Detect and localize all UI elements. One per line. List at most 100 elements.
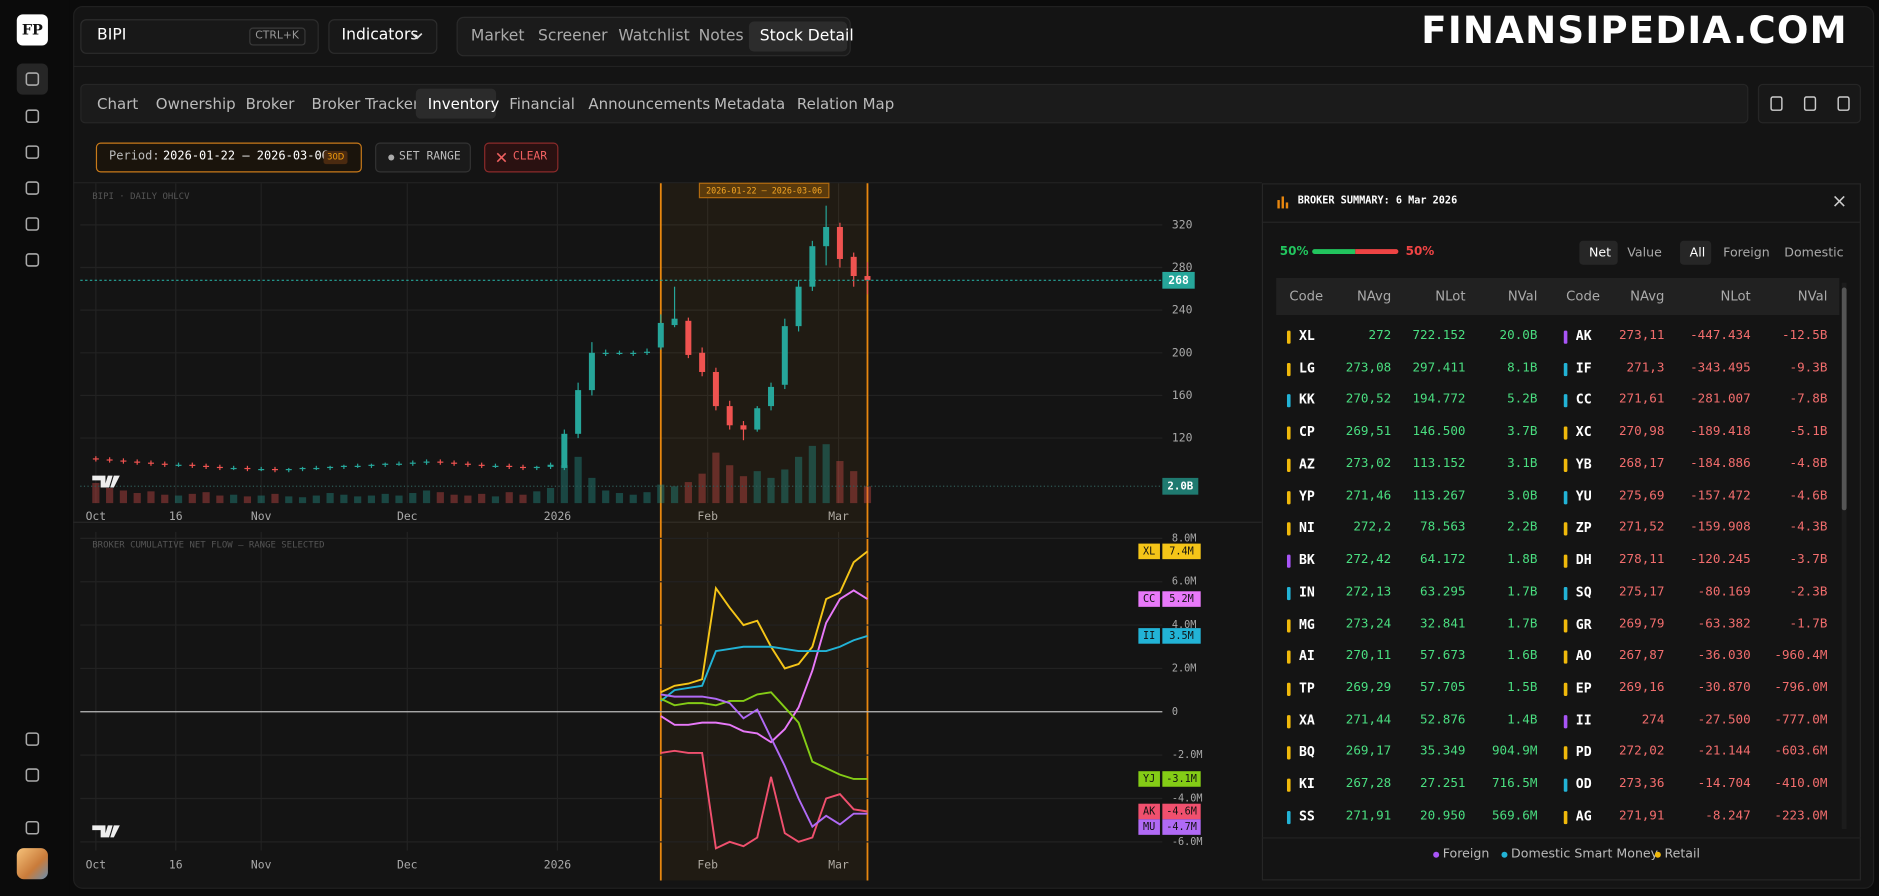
cell-nval: -1.7B: [1789, 616, 1828, 631]
tab[interactable]: Metadata: [714, 94, 786, 113]
legend-label: AK: [1143, 806, 1156, 817]
nav-item[interactable]: Watchlist: [618, 27, 690, 46]
broker-code[interactable]: ZP: [1575, 520, 1592, 536]
broker-code[interactable]: II: [1575, 712, 1592, 729]
column-header: Code: [1289, 288, 1324, 305]
cell-nlot: -63.382: [1697, 616, 1751, 631]
nav-item[interactable]: Screener: [538, 27, 608, 46]
nav-icon[interactable]: [25, 217, 40, 231]
nav-icon[interactable]: [25, 253, 40, 267]
filter-toggle[interactable]: All: [1689, 245, 1706, 260]
clear-icon: [496, 152, 507, 163]
broker-code[interactable]: AO: [1575, 648, 1592, 664]
value-label: 3.5M: [1169, 631, 1194, 642]
tab[interactable]: Broker Tracker: [311, 94, 420, 113]
x-tick-label: Feb: [697, 509, 718, 523]
broker-code[interactable]: CC: [1575, 392, 1592, 408]
tool-icon[interactable]: [1837, 96, 1850, 111]
search-box[interactable]: [80, 19, 319, 54]
close-button[interactable]: [1834, 195, 1845, 207]
filter-toggle[interactable]: Foreign: [1723, 245, 1770, 260]
broker-code[interactable]: TP: [1298, 680, 1315, 696]
nav-icon[interactable]: [25, 820, 40, 835]
nav-icon-active[interactable]: [16, 63, 48, 95]
avatar[interactable]: [16, 848, 48, 880]
broker-code[interactable]: AK: [1575, 328, 1592, 344]
nav-icon[interactable]: [25, 768, 40, 782]
broker-code[interactable]: MG: [1298, 616, 1315, 632]
logo[interactable]: FP: [16, 14, 48, 46]
volume-tag: [1162, 477, 1199, 495]
tab[interactable]: Chart: [97, 94, 139, 113]
broker-type-marker: [1286, 778, 1291, 793]
scroll-thumb: [1841, 287, 1847, 511]
broker-code[interactable]: XA: [1298, 712, 1315, 729]
nav-icon[interactable]: [25, 72, 40, 86]
filter-toggle[interactable]: Domestic: [1784, 245, 1844, 260]
cell-nval: 8.1B: [1507, 360, 1538, 375]
broker-code[interactable]: BK: [1298, 552, 1315, 568]
tab[interactable]: Announcements: [588, 94, 711, 113]
cell-navg: 273,24: [1345, 616, 1392, 631]
cell-nlot: 35.349: [1420, 744, 1466, 759]
x-tick-label: Oct: [86, 509, 107, 523]
nav-item[interactable]: Notes: [698, 27, 744, 46]
broker-code[interactable]: YP: [1298, 488, 1315, 504]
tab[interactable]: Ownership: [155, 94, 236, 113]
broker-code[interactable]: PD: [1575, 744, 1592, 761]
nav-item[interactable]: Market: [470, 27, 525, 46]
broker-code[interactable]: AZ: [1298, 456, 1315, 472]
cell-nlot: 113.267: [1412, 488, 1466, 503]
broker-type-marker: [1286, 714, 1291, 729]
broker-code[interactable]: SQ: [1575, 584, 1592, 600]
nav-item[interactable]: Stock Detail: [759, 27, 854, 46]
broker-code[interactable]: SS: [1298, 808, 1315, 825]
volume-bar: [505, 492, 513, 504]
period-box: [95, 142, 362, 173]
tab[interactable]: Inventory: [427, 94, 500, 113]
broker-code[interactable]: KI: [1298, 776, 1315, 793]
broker-code[interactable]: XC: [1575, 424, 1592, 440]
toggle-active: [1680, 240, 1712, 265]
broker-code[interactable]: BQ: [1298, 744, 1315, 761]
clear-button[interactable]: [484, 142, 559, 173]
broker-code[interactable]: IN: [1298, 584, 1315, 600]
nav-icon[interactable]: [25, 145, 40, 159]
broker-code[interactable]: KK: [1298, 392, 1315, 408]
broker-code[interactable]: CP: [1298, 424, 1315, 440]
cell-nval: 1.6B: [1507, 648, 1538, 663]
tool-icon[interactable]: [1770, 96, 1783, 111]
mode-toggle[interactable]: Net: [1588, 245, 1612, 260]
broker-code[interactable]: AI: [1298, 648, 1315, 664]
cell-nlot: -120.245: [1690, 552, 1751, 567]
broker-code[interactable]: OD: [1575, 776, 1592, 793]
nav-icon[interactable]: [25, 732, 40, 746]
broker-code[interactable]: NI: [1298, 520, 1315, 536]
nav-icon[interactable]: [25, 109, 40, 123]
nav-icon[interactable]: [25, 181, 40, 195]
broker-code[interactable]: DH: [1575, 552, 1592, 568]
shortcut: CTRL+K: [249, 27, 305, 46]
broker-code[interactable]: EP: [1575, 680, 1592, 696]
volume-bar: [202, 492, 210, 504]
tab[interactable]: Financial: [509, 94, 575, 113]
broker-type-marker: [1286, 458, 1291, 472]
mode-toggle[interactable]: Value: [1627, 245, 1662, 260]
tool-icon[interactable]: [1803, 96, 1817, 111]
search-text: BIPI: [97, 26, 127, 45]
broker-code[interactable]: IF: [1575, 360, 1592, 376]
broker-code[interactable]: GR: [1575, 616, 1592, 632]
broker-code[interactable]: LG: [1298, 360, 1315, 376]
tab[interactable]: Relation Map: [796, 94, 895, 113]
broker-code[interactable]: AG: [1575, 808, 1592, 825]
broker-code[interactable]: YU: [1575, 488, 1592, 504]
broker-code[interactable]: YB: [1575, 456, 1592, 472]
cell-nlot: 297.411: [1412, 360, 1466, 375]
value-label: -4.6M: [1166, 806, 1197, 817]
candle-body: [92, 458, 99, 460]
x-tick-label: 16: [169, 857, 183, 871]
tab[interactable]: Broker: [245, 94, 295, 113]
x-tick-label: 16: [169, 509, 183, 523]
broker-code[interactable]: XL: [1298, 328, 1315, 344]
y-tick-label: 2.0M: [1172, 663, 1197, 674]
